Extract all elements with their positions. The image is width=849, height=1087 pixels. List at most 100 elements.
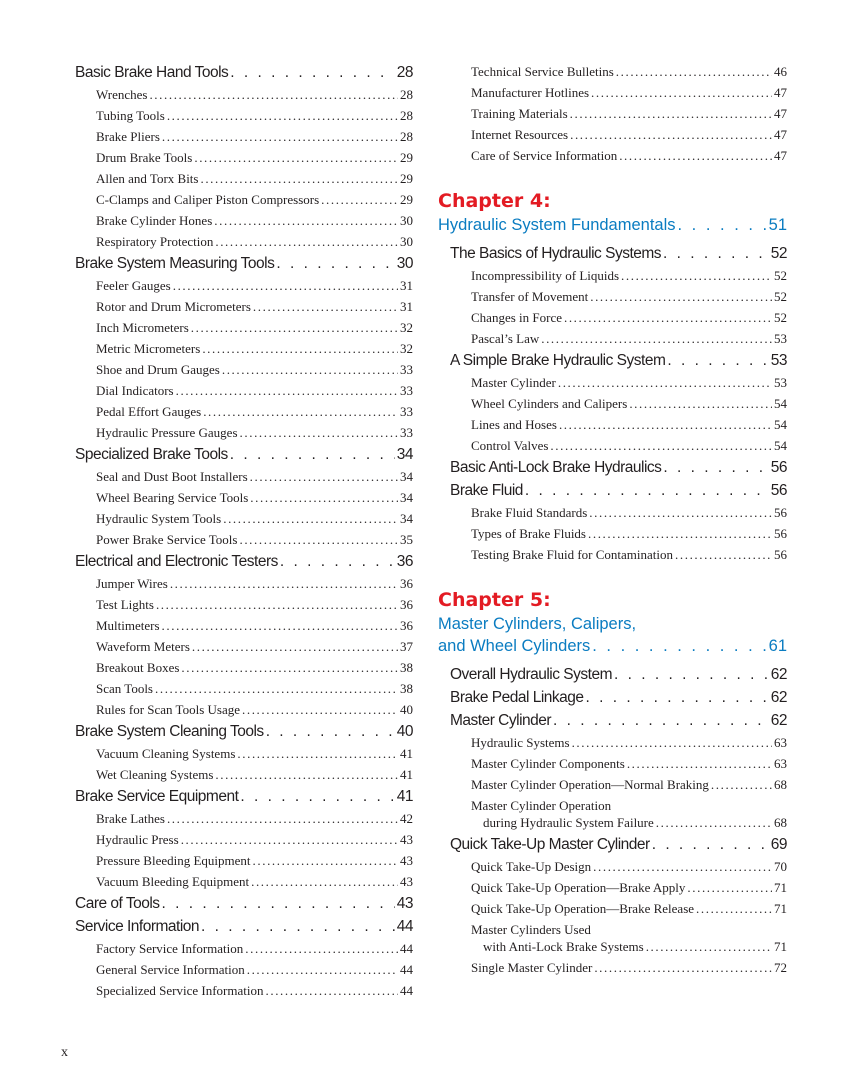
toc-entry[interactable]: Hydraulic System Tools 34 <box>75 508 413 529</box>
toc-entry[interactable]: Scan Tools 38 <box>75 678 413 699</box>
toc-section-title: Brake System Measuring Tools <box>75 255 275 272</box>
toc-section-page: 62 <box>770 712 788 729</box>
toc-entry[interactable]: Transfer of Movement 52 <box>438 286 787 307</box>
toc-entry[interactable]: Master Cylinder Components 63 <box>438 753 787 774</box>
toc-entry[interactable]: Hydraulic Pressure Gauges 33 <box>75 422 413 443</box>
chapter-title[interactable]: Hydraulic System Fundamentals 51 <box>438 214 787 236</box>
toc-entry[interactable]: Seal and Dust Boot Installers 34 <box>75 466 413 487</box>
toc-entry[interactable]: Pascal’s Law 53 <box>438 328 787 349</box>
toc-entry[interactable]: Respiratory Protection 30 <box>75 231 413 252</box>
toc-entry[interactable]: C-Clamps and Caliper Piston Compressors 2… <box>75 189 413 210</box>
toc-entry[interactable]: Quick Take-Up Operation—Brake Apply 71 <box>438 877 787 898</box>
toc-section[interactable]: Basic Brake Hand Tools 28 <box>75 62 414 84</box>
toc-entry-page: 43 <box>400 874 413 889</box>
toc-entry[interactable]: Waveform Meters 37 <box>75 636 413 657</box>
toc-section[interactable]: Overall Hydraulic System 62 <box>438 664 788 686</box>
toc-entry[interactable]: Rules for Scan Tools Usage 40 <box>75 699 413 720</box>
toc-entry[interactable]: Testing Brake Fluid for Contamination 56 <box>438 544 787 565</box>
toc-entry[interactable]: Hydraulic Systems 63 <box>438 732 787 753</box>
dot-leader <box>191 317 398 338</box>
dot-leader <box>321 189 398 210</box>
toc-entry-page: 28 <box>400 87 413 102</box>
toc-entry-page: 47 <box>774 127 787 142</box>
toc-entry[interactable]: Drum Brake Tools 29 <box>75 147 413 168</box>
toc-entry[interactable]: Master Cylinder 53 <box>438 372 787 393</box>
toc-entry-page: 56 <box>774 526 787 541</box>
toc-entry[interactable]: Changes in Force 52 <box>438 307 787 328</box>
toc-entry-title: Pascal’s Law <box>471 331 540 346</box>
toc-entry[interactable]: Brake Cylinder Hones 30 <box>75 210 413 231</box>
toc-entry[interactable]: Breakout Boxes 38 <box>75 657 413 678</box>
toc-section[interactable]: Electrical and Electronic Testers 36 <box>75 551 414 573</box>
toc-entry[interactable]: Rotor and Drum Micrometers 31 <box>75 296 413 317</box>
toc-section-title: Master Cylinder <box>450 712 552 729</box>
toc-section[interactable]: Brake Pedal Linkage 62 <box>438 687 788 709</box>
toc-entry[interactable]: Pressure Bleeding Equipment 43 <box>75 850 413 871</box>
toc-entry[interactable]: Vacuum Bleeding Equipment 43 <box>75 871 413 892</box>
dot-leader <box>162 126 398 147</box>
toc-entry[interactable]: Types of Brake Fluids 56 <box>438 523 787 544</box>
toc-entry[interactable]: Brake Fluid Standards 56 <box>438 502 787 523</box>
toc-entry[interactable]: Multimeters 36 <box>75 615 413 636</box>
toc-entry[interactable]: Dial Indicators 33 <box>75 380 413 401</box>
toc-entry[interactable]: Single Master Cylinder 72 <box>438 957 787 978</box>
toc-entry[interactable]: Vacuum Cleaning Systems 41 <box>75 743 413 764</box>
toc-entry[interactable]: Wet Cleaning Systems 41 <box>75 764 413 785</box>
toc-entry[interactable]: Quick Take-Up Operation—Brake Release 71 <box>438 898 787 919</box>
toc-entry[interactable]: Tubing Tools 28 <box>75 105 413 126</box>
toc-entry[interactable]: Internet Resources 47 <box>438 124 787 145</box>
toc-section[interactable]: Basic Anti-Lock Brake Hydraulics 56 <box>438 457 788 479</box>
toc-section[interactable]: Quick Take-Up Master Cylinder 69 <box>438 834 788 856</box>
toc-section[interactable]: Brake System Cleaning Tools 40 <box>75 721 414 743</box>
toc-entry-line: Master Cylinders Used <box>471 922 591 937</box>
toc-section[interactable]: Brake Service Equipment 41 <box>75 786 414 808</box>
toc-entry[interactable]: Incompressibility of Liquids 52 <box>438 265 787 286</box>
toc-entry[interactable]: Specialized Service Information 44 <box>75 980 413 1001</box>
toc-entry-multiline[interactable]: Master Cylinders Used with Anti-Lock Brak… <box>438 919 787 957</box>
toc-entry-multiline[interactable]: Master Cylinder Operation during Hydrauli… <box>438 795 787 833</box>
toc-entry[interactable]: Manufacturer Hotlines 47 <box>438 82 787 103</box>
toc-entry[interactable]: Wheel Bearing Service Tools 34 <box>75 487 413 508</box>
toc-entry[interactable]: Training Materials 47 <box>438 103 787 124</box>
toc-entry[interactable]: Wheel Cylinders and Calipers 54 <box>438 393 787 414</box>
toc-section[interactable]: Specialized Brake Tools 34 <box>75 444 414 466</box>
toc-entry[interactable]: Metric Micrometers 32 <box>75 338 413 359</box>
toc-entry[interactable]: Quick Take-Up Design 70 <box>438 856 787 877</box>
toc-section[interactable]: The Basics of Hydraulic Systems 52 <box>438 243 788 265</box>
toc-entry[interactable]: Allen and Torx Bits 29 <box>75 168 413 189</box>
dot-leader <box>181 657 398 678</box>
toc-section[interactable]: Brake System Measuring Tools 30 <box>75 253 414 275</box>
toc-entry[interactable]: Brake Pliers 28 <box>75 126 413 147</box>
toc-entry[interactable]: Feeler Gauges 31 <box>75 275 413 296</box>
toc-entry[interactable]: Brake Lathes 42 <box>75 808 413 829</box>
toc-entry[interactable]: Power Brake Service Tools 35 <box>75 529 413 550</box>
toc-section[interactable]: Care of Tools 43 <box>75 893 414 915</box>
toc-section[interactable]: A Simple Brake Hydraulic System 53 <box>438 350 788 372</box>
toc-entry[interactable]: General Service Information 44 <box>75 959 413 980</box>
toc-entry-last-line[interactable]: during Hydraulic System Failure 68 <box>471 814 787 831</box>
toc-entry[interactable]: Care of Service Information 47 <box>438 145 787 166</box>
toc-section-title: Brake Service Equipment <box>75 788 239 805</box>
toc-entry[interactable]: Control Valves 54 <box>438 435 787 456</box>
toc-entry[interactable]: Jumper Wires 36 <box>75 573 413 594</box>
toc-entry[interactable]: Inch Micrometers 32 <box>75 317 413 338</box>
toc-entry[interactable]: Technical Service Bulletins 46 <box>438 61 787 82</box>
toc-section[interactable]: Service Information 44 <box>75 916 414 938</box>
toc-entry[interactable]: Wrenches 28 <box>75 84 413 105</box>
toc-section[interactable]: Brake Fluid 56 <box>438 480 788 502</box>
chapter-title[interactable]: and Wheel Cylinders 61 <box>438 635 787 657</box>
toc-entry-title: Wheel Bearing Service Tools <box>96 490 249 505</box>
toc-entry[interactable]: Lines and Hoses 54 <box>438 414 787 435</box>
toc-section[interactable]: Master Cylinder 62 <box>438 710 788 732</box>
toc-entry[interactable]: Shoe and Drum Gauges 33 <box>75 359 413 380</box>
chapter-title-title: and Wheel Cylinders <box>438 637 591 655</box>
toc-entry[interactable]: Factory Service Information 44 <box>75 938 413 959</box>
toc-entry-last-line[interactable]: with Anti-Lock Brake Systems 71 <box>471 938 787 955</box>
toc-entry[interactable]: Hydraulic Press 43 <box>75 829 413 850</box>
toc-entry-title: Respiratory Protection <box>96 234 214 249</box>
dot-leader <box>559 414 772 435</box>
toc-entry[interactable]: Master Cylinder Operation—Normal Braking… <box>438 774 787 795</box>
toc-entry[interactable]: Pedal Effort Gauges 33 <box>75 401 413 422</box>
toc-entry-title: Manufacturer Hotlines <box>471 85 590 100</box>
toc-entry[interactable]: Test Lights 36 <box>75 594 413 615</box>
